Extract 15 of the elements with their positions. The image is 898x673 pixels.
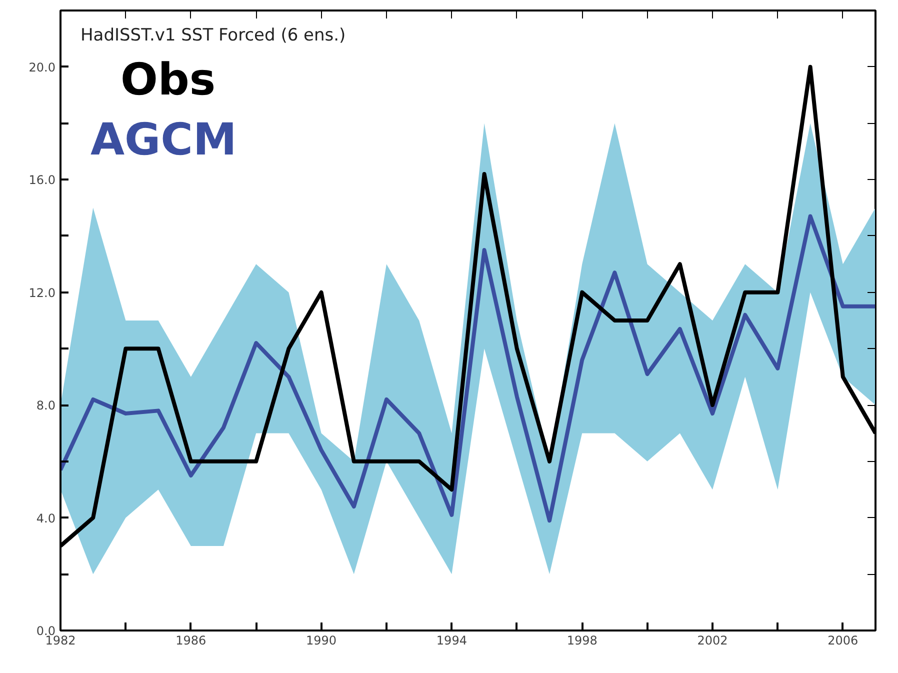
x-tick-label: 1986 — [176, 634, 206, 648]
y-tick-label: 12.0 — [28, 286, 56, 300]
legend-label: Obs — [120, 54, 216, 106]
y-tick-label: 4.0 — [36, 511, 56, 526]
x-tick-label: 1990 — [306, 634, 337, 648]
x-tick-label: 1998 — [566, 634, 598, 648]
x-tick-label: 1982 — [45, 634, 76, 648]
y-tick-label: 20.0 — [28, 60, 56, 74]
x-tick-label: 1994 — [436, 634, 467, 648]
text: HadISST.v1 SST Forced (6 ens.) — [80, 26, 346, 46]
x-tick-label: 2006 — [828, 634, 858, 648]
y-tick-label: 8.0 — [36, 398, 56, 413]
x-tick-label: 2002 — [697, 634, 728, 648]
y-tick-label: 16.0 — [28, 173, 56, 188]
text: AGCM — [90, 114, 237, 166]
